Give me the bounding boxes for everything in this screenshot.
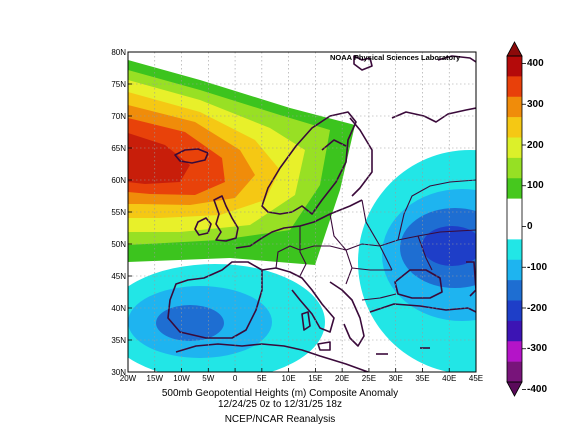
- latitude-label: 35N: [111, 335, 126, 345]
- colorbar-label: 300: [527, 98, 544, 110]
- latitude-label: 30N: [111, 367, 126, 377]
- colorbar-swatch: [507, 280, 522, 301]
- longitude-label: 30E: [388, 374, 403, 383]
- colorbar-swatch: [507, 239, 522, 261]
- longitude-label: 5W: [202, 374, 215, 383]
- coastlines: [167, 55, 476, 372]
- colorbar-swatch: [507, 341, 522, 362]
- longitude-label: 25E: [361, 374, 377, 383]
- colorbar-label: -400: [527, 384, 548, 395]
- colorbar-label: 0: [527, 221, 533, 232]
- colorbar-swatch: [507, 300, 522, 322]
- latitude-label: 75N: [111, 79, 126, 89]
- longitude-label: 10E: [281, 374, 296, 383]
- colorbar-swatch: [507, 96, 522, 118]
- colorbar-bottom-arrow: [506, 381, 523, 397]
- negative-anomaly-east: [358, 150, 476, 372]
- colorbar-frame: [506, 55, 523, 383]
- latitude-label: 65N: [111, 143, 126, 153]
- longitude-label: 35E: [415, 374, 430, 383]
- colorbar-swatch: [507, 178, 522, 199]
- colorbar-swatch: [507, 259, 522, 281]
- longitude-label: 15E: [308, 374, 323, 383]
- latitude-label: 45N: [111, 271, 126, 281]
- colorbar-label: 200: [527, 139, 544, 151]
- colorbar-top-arrow: [506, 41, 523, 57]
- map-title-line1: 500mb Geopotential Heights (m) Composite…: [161, 388, 399, 399]
- colorbar-label: -200: [527, 302, 548, 314]
- longitude-label: 0: [232, 374, 238, 383]
- latitude-label: 40N: [111, 303, 126, 313]
- colorbar-label: -300: [527, 343, 548, 355]
- colorbar-swatch: [507, 76, 522, 98]
- colorbar-swatch: [507, 361, 522, 383]
- colorbar-label: 400: [527, 58, 544, 69]
- map-source: NCEP/NCAR Reanalysis: [224, 414, 336, 425]
- latitude-label: 60N: [111, 175, 126, 185]
- longitude-label: 20E: [335, 374, 350, 383]
- longitude-label: 45E: [468, 374, 484, 383]
- colorbar-swatch: [507, 157, 522, 179]
- latitude-label: 50N: [111, 239, 126, 249]
- anomaly-fields: [128, 55, 476, 372]
- latitude-label: 55N: [111, 207, 126, 217]
- colorbar-label: -100: [527, 261, 548, 273]
- longitude-label: 5E: [256, 374, 267, 383]
- grid-lines: [128, 52, 476, 372]
- colorbar-swatch: [507, 117, 522, 138]
- colorbar-swatch: [507, 56, 522, 77]
- colorbar: [506, 41, 526, 397]
- colorbar-swatch: [507, 198, 522, 220]
- colorbar-swatch: [507, 320, 522, 342]
- credit-label: NOAA Physical Sciences Laboratory: [330, 53, 461, 62]
- longitude-label: 20W: [119, 374, 137, 383]
- colorbar-swatch: [507, 137, 522, 159]
- map-title-line2: 12/24/25 0z to 12/31/25 18z: [218, 399, 342, 410]
- colorbar-label: 100: [527, 180, 544, 192]
- borders: [275, 179, 476, 301]
- axis-ticks: [127, 51, 477, 373]
- longitude-label: 10W: [173, 374, 190, 383]
- longitude-label: 40E: [442, 374, 457, 383]
- negative-anomaly-iberia: [128, 264, 325, 372]
- latitude-label: 70N: [111, 111, 126, 121]
- latitude-label: 80N: [111, 47, 126, 57]
- colorbar-swatch: [507, 219, 522, 240]
- longitude-label: 15W: [146, 374, 163, 383]
